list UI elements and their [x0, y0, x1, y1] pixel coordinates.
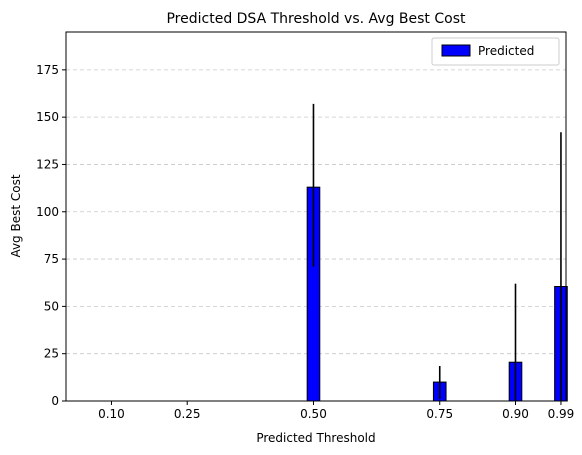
y-tick-label: 75	[44, 252, 59, 266]
x-tick-label: 0.50	[300, 407, 327, 421]
y-axis: 0 25 50 75 100 125 150 175	[36, 63, 66, 408]
x-axis-title: Predicted Threshold	[256, 431, 375, 445]
y-tick-label: 25	[44, 347, 59, 361]
y-tick-label: 100	[36, 205, 59, 219]
legend: Predicted	[431, 37, 560, 66]
y-tick-label: 125	[36, 157, 59, 171]
plot-frame	[65, 31, 567, 402]
legend-label: Predicted	[478, 44, 534, 58]
y-tick-label: 0	[51, 394, 59, 408]
legend-swatch	[441, 44, 471, 57]
x-tick-label: 0.90	[502, 407, 529, 421]
grid-layer	[66, 69, 566, 355]
y-tick-label: 50	[44, 299, 59, 313]
x-tick-label: 0.10	[98, 407, 125, 421]
x-tick-label: 0.25	[174, 407, 201, 421]
chart-title: Predicted DSA Threshold vs. Avg Best Cos…	[166, 11, 466, 27]
y-axis-title: Avg Best Cost	[9, 174, 23, 257]
bars-layer	[306, 186, 568, 402]
x-tick-label: 0.75	[426, 407, 453, 421]
x-tick-label: 0.99	[548, 407, 575, 421]
x-axis: 0.10 0.25 0.50 0.75 0.90 0.99	[98, 401, 574, 421]
y-tick-label: 150	[36, 110, 59, 124]
y-tick-label: 175	[36, 63, 59, 77]
error-bars-layer	[312, 103, 562, 401]
